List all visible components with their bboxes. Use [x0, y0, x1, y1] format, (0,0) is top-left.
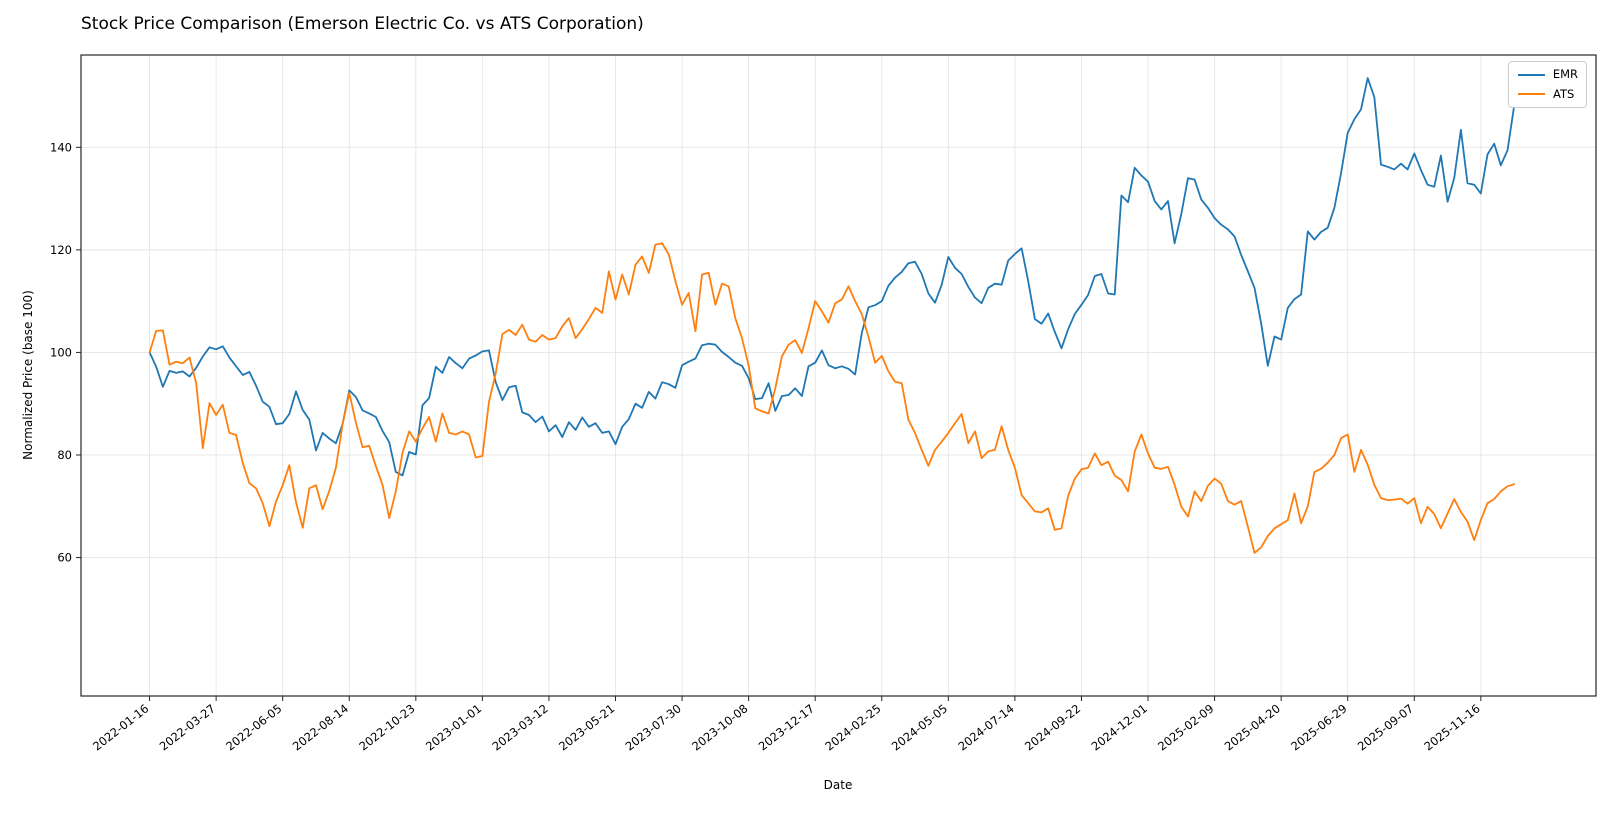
emr-line-swatch [1518, 73, 1545, 76]
x-tick-label: 2022-08-14 [290, 701, 351, 753]
legend-item-ats: ATS [1518, 86, 1578, 101]
x-tick-label: 2025-09-07 [1355, 701, 1416, 753]
x-tick-label: 2025-04-20 [1222, 701, 1283, 753]
x-tick-label: 2023-05-21 [556, 701, 617, 753]
ats-line-swatch [1518, 93, 1545, 96]
y-tick-label: 140 [50, 140, 72, 154]
x-tick-label: 2024-05-05 [889, 701, 950, 753]
x-tick-label: 2023-01-01 [423, 701, 484, 753]
y-tick-label: 80 [57, 448, 72, 462]
x-tick-label: 2024-09-22 [1022, 701, 1083, 753]
x-axis-label: Date [823, 778, 853, 792]
y-tick-label: 120 [50, 243, 72, 257]
x-tick-label: 2024-12-01 [1089, 701, 1150, 753]
x-tick-label: 2022-06-05 [223, 701, 284, 753]
y-axis-label: Normalized Price (base 100) [21, 290, 35, 460]
x-tick-label: 2025-06-29 [1288, 701, 1349, 753]
x-tick-label: 2025-02-09 [1155, 701, 1216, 753]
x-tick-label: 2023-07-30 [623, 701, 684, 753]
plot-frame [80, 54, 1597, 697]
legend-item-emr: EMR [1518, 67, 1578, 81]
x-tick-label: 2022-01-16 [90, 701, 151, 753]
x-tick-label: 2024-07-14 [955, 701, 1016, 753]
x-tick-label: 2025-11-16 [1421, 701, 1482, 753]
x-tick-label: 2023-12-17 [756, 701, 817, 753]
legend-label-ats: ATS [1553, 86, 1575, 101]
x-tick-label: 2023-03-12 [490, 701, 551, 753]
emr-line [148, 77, 1515, 477]
y-tick-label: 100 [50, 345, 72, 359]
legend-label-emr: EMR [1552, 67, 1578, 81]
x-tick-label: 2023-10-08 [689, 701, 750, 753]
chart-legend: EMR ATS [1508, 61, 1587, 108]
y-tick-label: 60 [57, 551, 72, 565]
chart-title: Stock Price Comparison (Emerson Electric… [81, 14, 644, 34]
ats-line [148, 242, 1515, 554]
x-tick-label: 2022-10-23 [356, 701, 417, 753]
x-tick-label: 2024-02-25 [822, 701, 883, 753]
x-tick-label: 2022-03-27 [157, 701, 218, 753]
